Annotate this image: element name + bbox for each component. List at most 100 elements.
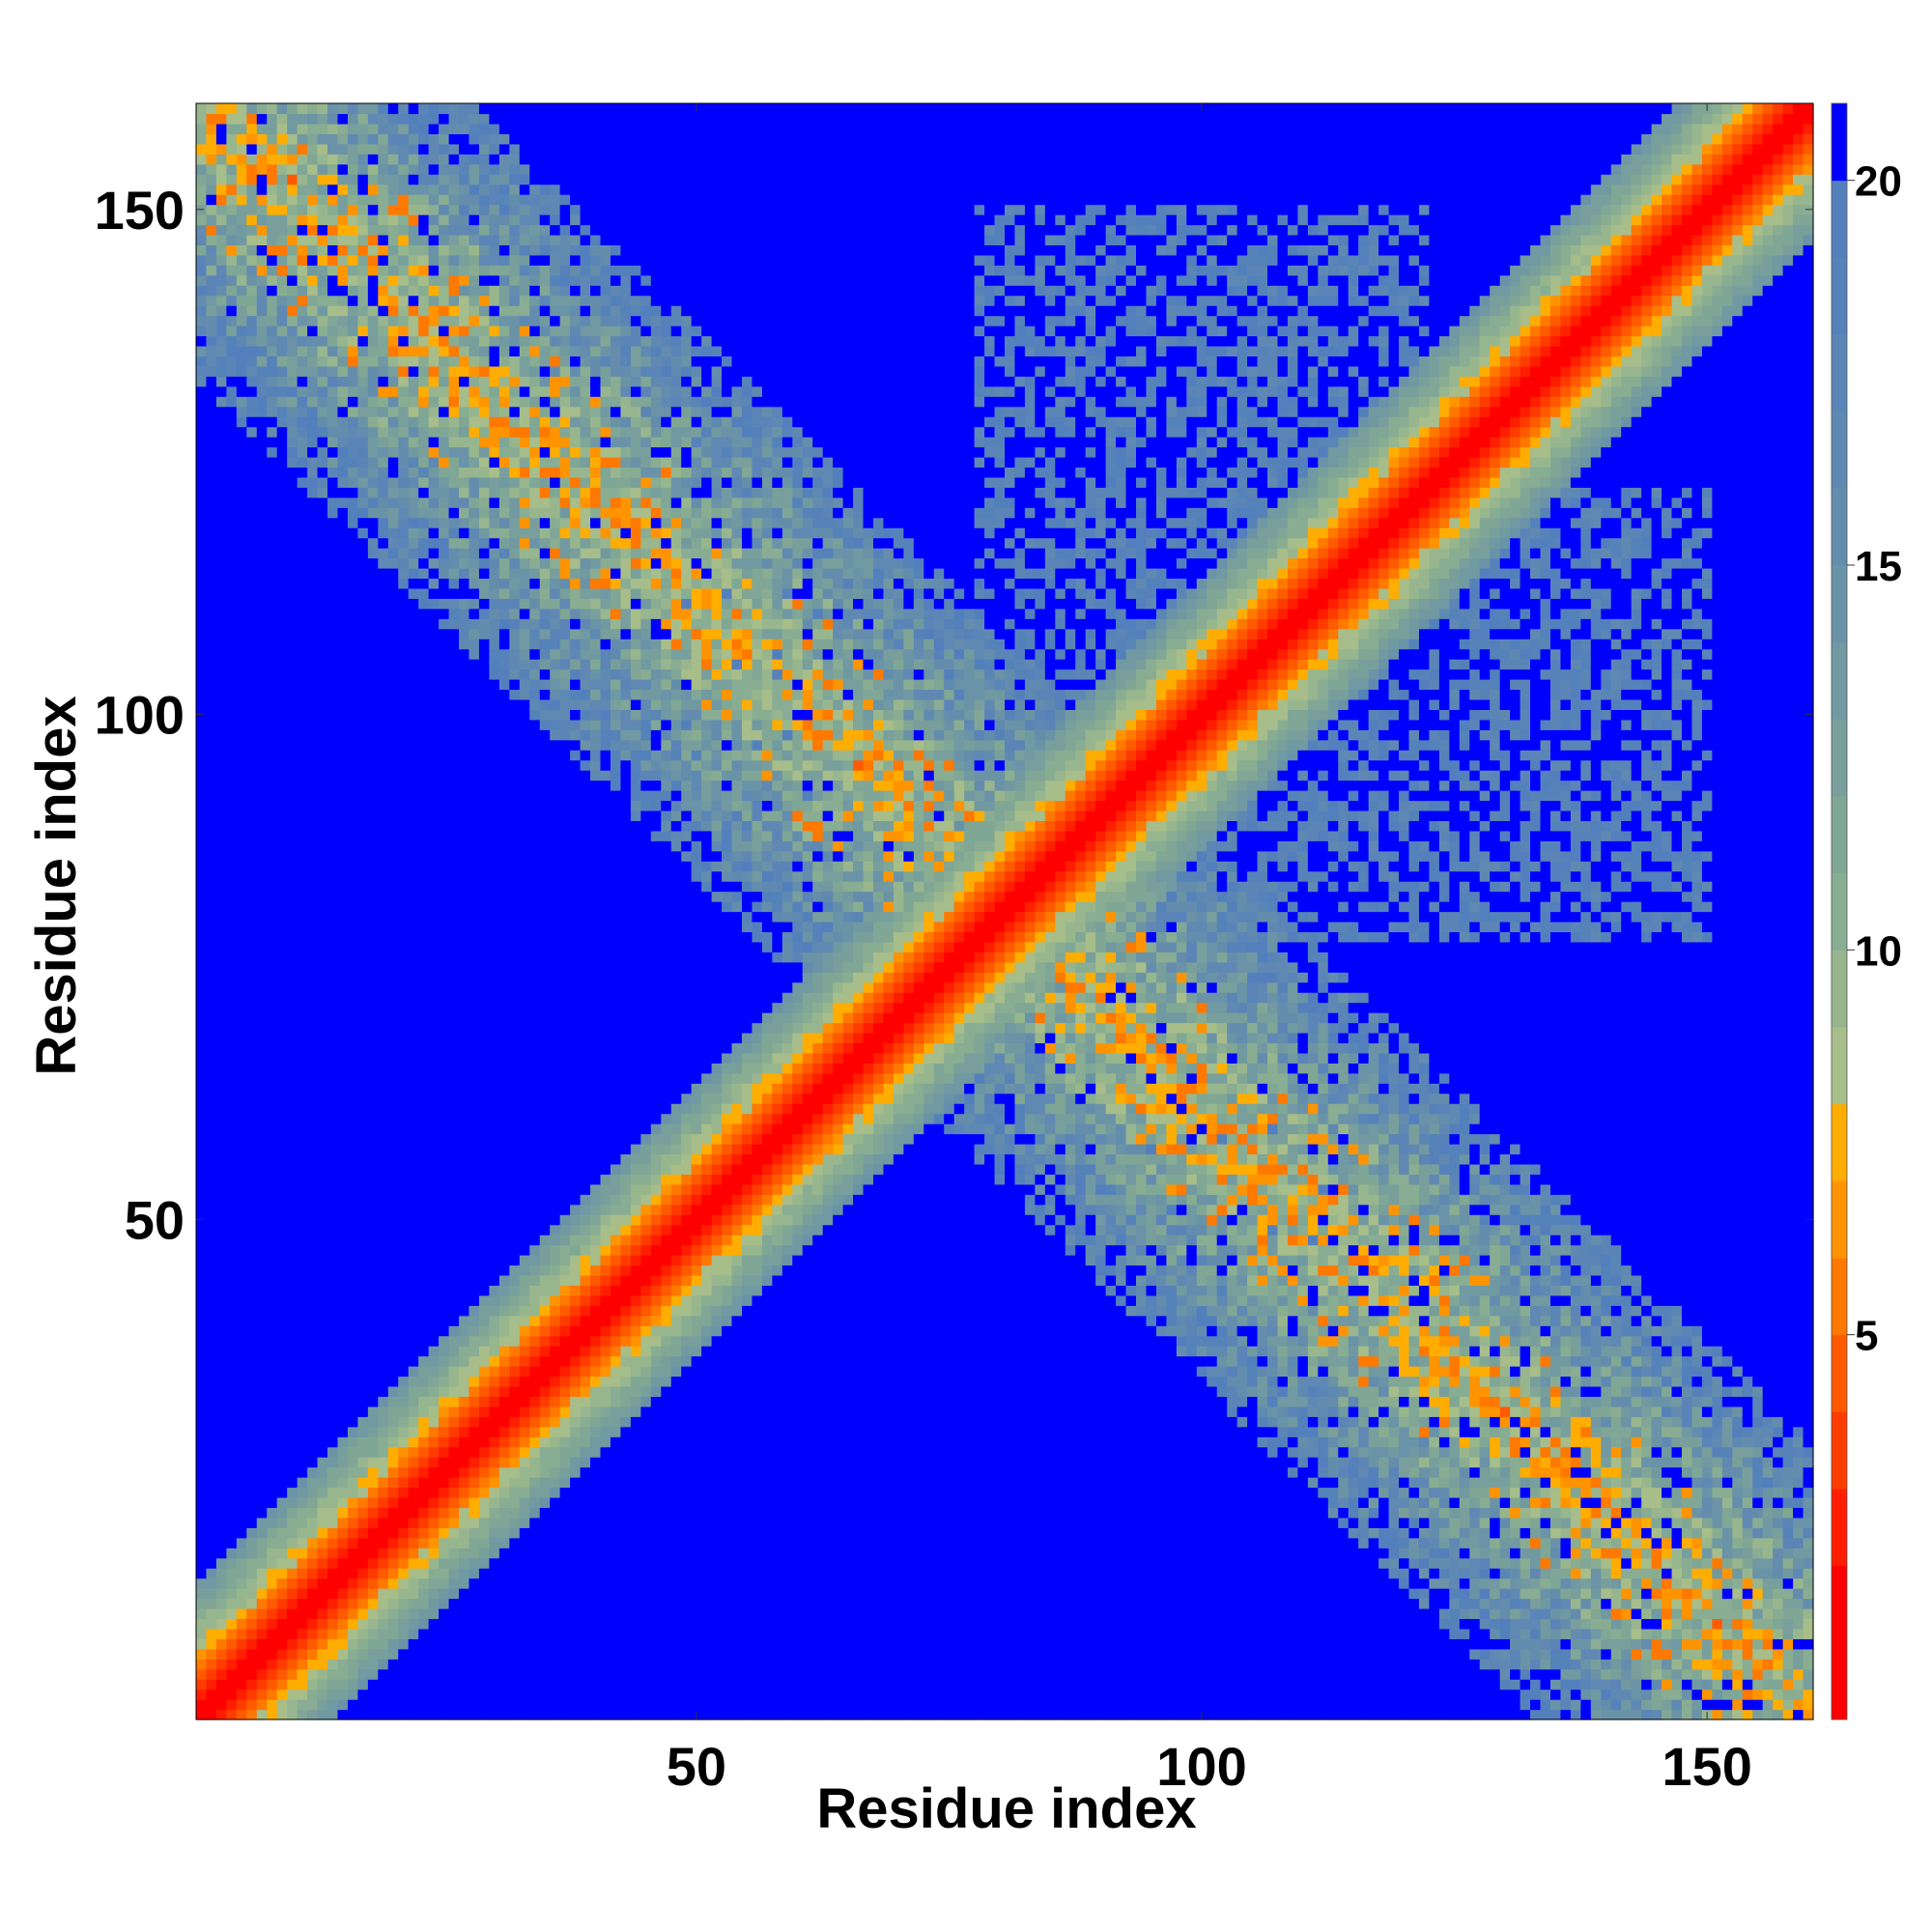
- heatmap-cell: [206, 1710, 216, 1720]
- heatmap-cell: [196, 144, 207, 155]
- heatmap-cell: [216, 618, 227, 629]
- heatmap-cell: [196, 1548, 207, 1558]
- heatmap-cell: [246, 1285, 257, 1295]
- heatmap-cell: [216, 103, 227, 114]
- heatmap-cell: [237, 457, 247, 468]
- heatmap-cell: [196, 901, 207, 912]
- heatmap-cell: [196, 376, 207, 386]
- heatmap-cell: [246, 1457, 257, 1467]
- heatmap-cell: [277, 1679, 288, 1690]
- heatmap-cell: [196, 1447, 207, 1458]
- heatmap-cell: [237, 840, 247, 851]
- heatmap-cell: [257, 1325, 268, 1336]
- heatmap-cell: [267, 1255, 277, 1265]
- heatmap-cell: [257, 154, 268, 164]
- heatmap-cell: [257, 477, 268, 488]
- heatmap-cell: [226, 305, 237, 316]
- heatmap-cell: [257, 1153, 268, 1164]
- heatmap-cell: [267, 1094, 277, 1104]
- heatmap-cell: [216, 1174, 227, 1184]
- heatmap-cell: [246, 275, 257, 286]
- heatmap-cell: [206, 699, 216, 710]
- heatmap-cell: [267, 113, 277, 124]
- heatmap-cell: [206, 103, 216, 114]
- heatmap-cell: [226, 810, 237, 821]
- heatmap-cell: [196, 1255, 207, 1265]
- heatmap-cell: [257, 659, 268, 669]
- heatmap-cell: [206, 689, 216, 699]
- heatmap-cell: [257, 1336, 268, 1347]
- heatmap-cell: [267, 366, 277, 377]
- heatmap-cell: [246, 1073, 257, 1084]
- heatmap-cell: [257, 1255, 268, 1265]
- heatmap-cell: [246, 416, 257, 427]
- heatmap-cell: [267, 1164, 277, 1175]
- heatmap-cell: [196, 1123, 207, 1134]
- heatmap-cell: [206, 679, 216, 690]
- heatmap-cell: [206, 1588, 216, 1599]
- heatmap-cell: [237, 931, 247, 942]
- heatmap-cell: [257, 1164, 268, 1175]
- heatmap-cell: [267, 1316, 277, 1326]
- heatmap-cell: [216, 931, 227, 942]
- heatmap-cell: [237, 1174, 247, 1184]
- heatmap-cell: [246, 1467, 257, 1478]
- heatmap-cell: [257, 548, 268, 558]
- heatmap-cell: [196, 618, 207, 629]
- heatmap-cell: [246, 538, 257, 549]
- heatmap-cell: [206, 487, 216, 497]
- heatmap-cell: [216, 1427, 227, 1437]
- heatmap-cell: [246, 1699, 257, 1710]
- heatmap-cell: [267, 205, 277, 215]
- heatmap-cell: [196, 1114, 207, 1124]
- heatmap-cell: [226, 1083, 237, 1094]
- heatmap-cell: [257, 1427, 268, 1437]
- heatmap-cell: [237, 729, 247, 740]
- heatmap-cell: [216, 1457, 227, 1467]
- heatmap-cell: [226, 396, 237, 407]
- heatmap-cell: [237, 1436, 247, 1447]
- heatmap-cell: [216, 407, 227, 417]
- heatmap-cell: [246, 1023, 257, 1034]
- heatmap-cell: [267, 669, 277, 680]
- heatmap-cell: [246, 558, 257, 569]
- heatmap-cell: [246, 1164, 257, 1175]
- heatmap-cell: [216, 709, 227, 720]
- heatmap-cell: [216, 1003, 227, 1013]
- heatmap-cell: [246, 1316, 257, 1326]
- heatmap-cell: [206, 942, 216, 952]
- heatmap-cell: [237, 649, 247, 660]
- heatmap-cell: [196, 113, 207, 124]
- heatmap-cell: [246, 790, 257, 801]
- heatmap-cell: [237, 224, 247, 235]
- heatmap-cell: [246, 568, 257, 579]
- heatmap-cell: [196, 527, 207, 538]
- heatmap-cell: [237, 1063, 247, 1073]
- heatmap-cell: [196, 1679, 207, 1690]
- heatmap-cell: [196, 750, 207, 760]
- heatmap-cell: [267, 164, 277, 175]
- heatmap-cell: [246, 103, 257, 114]
- heatmap-cell: [216, 447, 227, 458]
- heatmap-cell: [237, 487, 247, 497]
- heatmap-cell: [267, 447, 277, 458]
- heatmap-cell: [226, 1578, 237, 1589]
- heatmap-cell: [257, 1599, 268, 1609]
- heatmap-cell: [216, 942, 227, 952]
- heatmap-cell: [226, 750, 237, 760]
- heatmap-cell: [206, 1275, 216, 1286]
- heatmap-cell: [257, 861, 268, 871]
- heatmap-cell: [206, 497, 216, 508]
- heatmap-cell: [196, 174, 207, 185]
- heatmap-cell: [237, 214, 247, 225]
- heatmap-cell: [206, 578, 216, 588]
- heatmap-cell: [226, 1053, 237, 1064]
- heatmap-cell: [257, 1205, 268, 1215]
- heatmap-cell: [226, 518, 237, 528]
- heatmap-cell: [206, 1235, 216, 1245]
- heatmap-cell: [196, 416, 207, 427]
- heatmap-cell: [196, 831, 207, 841]
- heatmap-cell: [216, 1053, 227, 1064]
- heatmap-cell: [216, 275, 227, 286]
- heatmap-cell: [257, 224, 268, 235]
